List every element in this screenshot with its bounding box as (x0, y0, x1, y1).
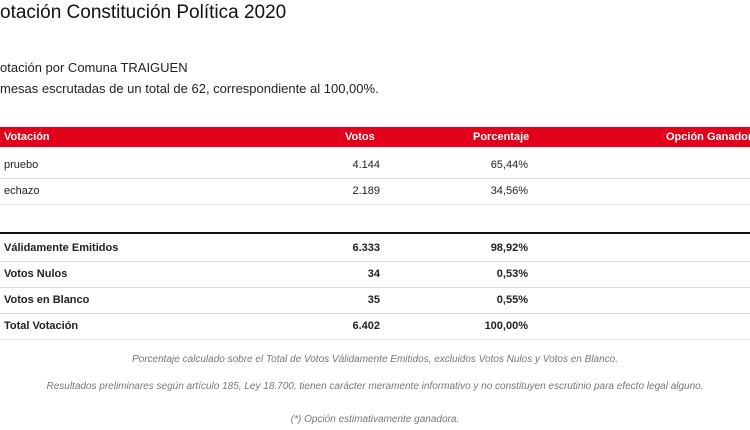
table-cell: 98,92% (490, 242, 528, 254)
table-row: Válidamente Emitidos 6.333 98,92% (0, 235, 750, 262)
table-row: echazo 2.189 34,56% (0, 178, 750, 205)
table-cell: 34,56% (490, 185, 528, 197)
table-cell: 0,55% (496, 294, 528, 306)
column-header: Votación (4, 131, 50, 143)
table-cell: pruebo (4, 159, 39, 171)
table-cell: 0,53% (496, 268, 528, 280)
table-cell: 34 (367, 268, 380, 280)
subtitle: otación por Comuna TRAIGUEN (0, 60, 188, 75)
table-cell: Votos en Blanco (4, 294, 90, 306)
page-title: otación Constitución Política 2020 (0, 2, 287, 23)
separator (0, 232, 750, 234)
table-row: Total Votación 6.402 100,00% (0, 313, 750, 340)
footnote: Resultados preliminares según artículo 1… (46, 381, 704, 392)
table-row: Votos Nulos 34 0,53% (0, 261, 750, 288)
table-row: pruebo 4.144 65,44% (0, 152, 750, 179)
column-header: Votos (345, 131, 375, 143)
table-cell: 100,00% (484, 320, 528, 332)
table-cell: 4.144 (352, 159, 380, 171)
table-cell: 35 (367, 294, 380, 306)
table-header: Votación Votos Porcentaje Opción Ganador… (0, 127, 750, 147)
column-header: Porcentaje (473, 131, 530, 143)
table-cell: 6.402 (352, 320, 380, 332)
column-header: Opción Ganadora (666, 131, 750, 143)
table-cell: Votos Nulos (4, 268, 68, 280)
subtitle: mesas escrutadas de un total de 62, corr… (0, 81, 379, 96)
table-cell: Total Votación (4, 320, 79, 332)
table-cell: 6.333 (352, 242, 380, 254)
table-cell: echazo (4, 185, 40, 197)
table-row: Votos en Blanco 35 0,55% (0, 287, 750, 314)
footnote: (*) Opción estimativamente ganadora. (290, 414, 460, 425)
table-cell: Válidamente Emitidos (4, 242, 119, 254)
table-cell: 65,44% (490, 159, 528, 171)
table-cell: 2.189 (352, 185, 380, 197)
footnote: Porcentaje calculado sobre el Total de V… (131, 354, 618, 365)
